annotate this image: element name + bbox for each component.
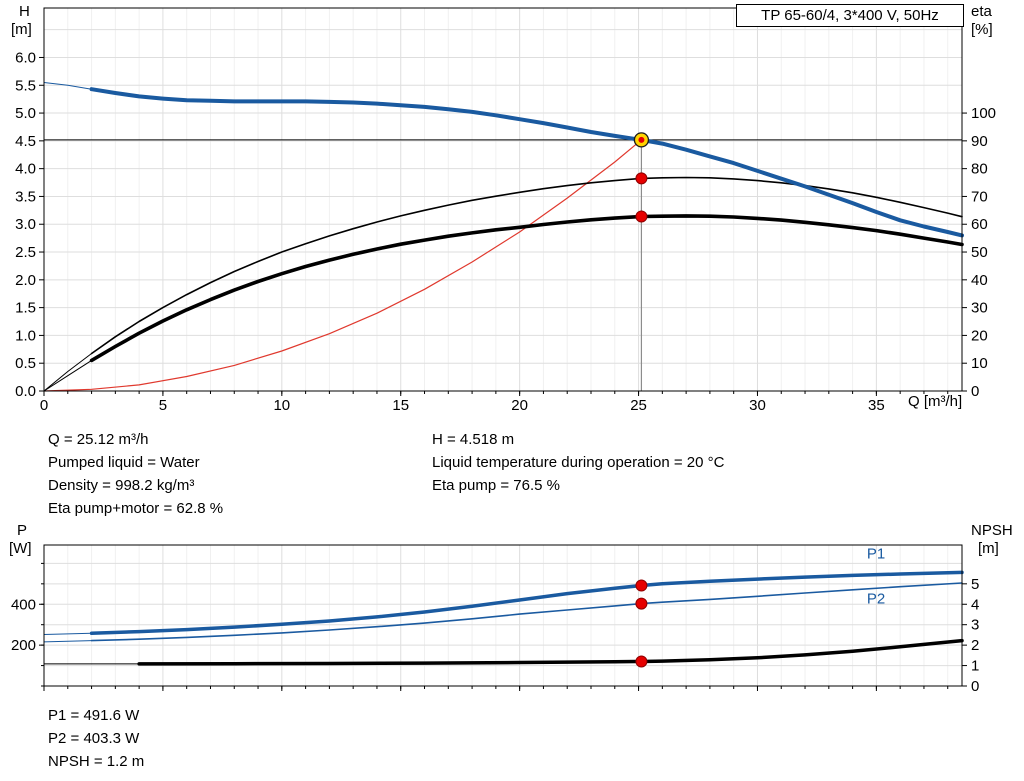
y-right-tick-label: 80 [971,161,988,178]
p1-curve-label: P1 [867,546,885,563]
y-right-tick-label: 30 [971,300,988,317]
npsh-axis-title: NPSH [971,522,1013,539]
head-curve [89,87,964,238]
y-left-tick-label: 3.5 [15,188,36,205]
y-left-tick-label: 1.5 [15,300,36,317]
p2-curve-label: P2 [867,591,885,608]
duty-info-right: H = 4.518 m Liquid temperature during op… [432,428,724,497]
y-left-tick-label: 4.0 [15,161,36,178]
eta-axis-unit: [%] [971,21,993,38]
info-npsh: NPSH = 1.2 m [48,753,145,770]
head-curve-lead [43,82,93,90]
y-right-tick-label: 60 [971,216,988,233]
info-head: H = 4.518 m [432,431,515,448]
y-left-tick-label: 6.0 [15,49,36,66]
y-right-tick-label: 0 [971,383,979,400]
head-axis-title: H [19,3,30,20]
x-tick-label: 10 [273,397,290,414]
y-right-tick-label: 5 [971,576,979,593]
npsh-marker [635,655,648,668]
info-p1: P1 = 491.6 W [48,707,140,724]
y-right-tick-label: 70 [971,188,988,205]
y-right-tick-label: 1 [971,658,979,675]
eta-pump-motor-marker [635,210,648,223]
power-axis-unit: [W] [9,540,32,557]
y-right-tick-label: 4 [971,596,979,613]
eta-pump-motor-curve [89,214,964,363]
p1-curve [89,570,964,636]
y-left-tick-label: 5.0 [15,105,36,122]
y-left-tick-label: 2.5 [15,244,36,261]
y-right-tick-label: 2 [971,637,979,654]
eta-pump-curve-lead [43,353,93,392]
info-p2: P2 = 403.3 W [48,730,140,747]
duty-point-marker-center [638,136,645,143]
p1-curve-lead [43,632,93,635]
duty-info-left: Q = 25.12 m³/h Pumped liquid = Water Den… [48,428,223,520]
y-right-tick-label: 100 [971,105,996,122]
y-right-tick-label: 0 [971,678,979,695]
npsh-curve [137,638,964,666]
head-axis-unit: [m] [11,21,32,38]
y-left-tick-label: 200 [11,637,36,654]
p2-marker [635,597,648,610]
eta-pump-curve [90,176,963,355]
eta-axis-title: eta [971,3,992,20]
plot-frame [43,7,963,392]
p1-marker [635,579,648,592]
y-left-tick-label: 0.5 [15,355,36,372]
x-tick-label: 35 [868,397,885,414]
y-right-tick-label: 10 [971,355,988,372]
x-tick-label: 25 [630,397,647,414]
y-left-tick-label: 1.0 [15,327,36,344]
info-pumped-liquid: Pumped liquid = Water [48,454,200,471]
info-temperature: Liquid temperature during operation = 20… [432,454,725,471]
pump-title-box: TP 65-60/4, 3*400 V, 50Hz [736,4,964,27]
p2-curve-lead [43,640,93,643]
power-axis-title: P [17,522,28,539]
info-eta-pump: Eta pump = 76.5 % [432,477,560,494]
y-left-tick-label: 0.0 [15,383,36,400]
y-left-tick-label: 3.0 [15,216,36,233]
system-curve [43,139,643,392]
y-left-tick-label: 5.5 [15,77,36,94]
y-right-tick-label: 40 [971,272,988,289]
info-flow: Q = 25.12 m³/h [48,431,149,448]
x-tick-label: 20 [511,397,528,414]
x-tick-label: 30 [749,397,766,414]
npsh-axis-unit: [m] [978,540,999,557]
y-right-tick-label: 20 [971,327,988,344]
y-right-tick-label: 50 [971,244,988,261]
y-left-tick-label: 400 [11,596,36,613]
x-tick-label: 0 [40,397,48,414]
x-tick-label: 15 [392,397,409,414]
y-left-tick-label: 4.5 [15,133,36,150]
info-density: Density = 998.2 kg/m³ [48,477,195,494]
power-info: P1 = 491.6 W P2 = 403.3 W NPSH = 1.2 m [48,704,144,773]
flow-axis-title: Q [m³/h] [908,393,963,410]
y-right-tick-label: 90 [971,133,988,150]
eta-pump-motor-curve-lead [43,359,93,392]
p2-curve [90,582,963,642]
x-tick-label: 5 [159,397,167,414]
plot-background [44,8,962,391]
info-eta-pump-motor: Eta pump+motor = 62.8 % [48,500,224,517]
eta-pump-marker [635,172,648,185]
y-left-tick-label: 2.0 [15,272,36,289]
y-right-tick-label: 3 [971,617,979,634]
plot-frame [43,544,963,687]
